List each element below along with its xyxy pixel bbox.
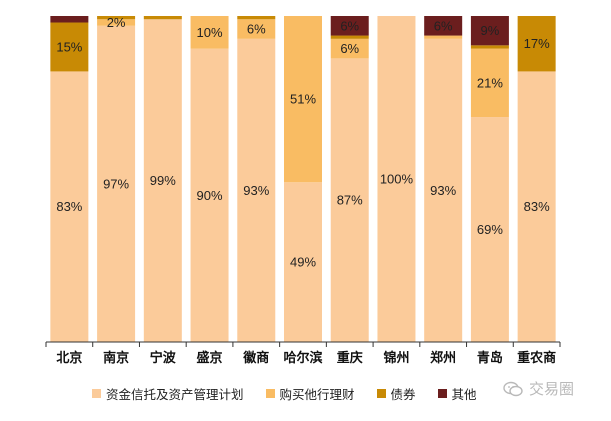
legend-item: 资金信托及资产管理计划 bbox=[92, 384, 244, 403]
segment-value-label: 83% bbox=[524, 199, 550, 214]
bar-segment bbox=[330, 16, 369, 36]
bar-segment bbox=[143, 19, 182, 342]
legend-item: 购买他行理财 bbox=[265, 384, 355, 403]
segment-value-label: 51% bbox=[290, 92, 316, 107]
segment-value-label: 15% bbox=[56, 39, 82, 54]
legend-swatch bbox=[92, 388, 101, 398]
bar-segment bbox=[50, 71, 89, 343]
bar-segment bbox=[470, 48, 509, 118]
segment-value-label: 87% bbox=[337, 193, 363, 208]
segment-value-label: 49% bbox=[290, 255, 316, 270]
bar-segment bbox=[190, 16, 229, 49]
segment-value-label: 6% bbox=[434, 18, 453, 33]
segment-value-label: 93% bbox=[430, 183, 456, 198]
segment-value-label: 10% bbox=[197, 25, 223, 40]
category-label: 徽商 bbox=[242, 350, 269, 366]
segment-value-label: 83% bbox=[56, 199, 82, 214]
segment-value-label: 6% bbox=[247, 22, 266, 37]
category-label: 盛京 bbox=[197, 350, 223, 366]
category-label: 南京 bbox=[103, 350, 129, 366]
segment-value-label: 2% bbox=[107, 15, 126, 30]
wechat-logo-icon bbox=[503, 381, 523, 396]
watermark-text: 交易圈 bbox=[529, 380, 575, 398]
category-label: 青岛 bbox=[477, 350, 503, 366]
bar-segment bbox=[424, 16, 463, 36]
legend-item: 其他 bbox=[437, 384, 477, 403]
category-label: 哈尔滨 bbox=[283, 350, 322, 366]
segment-value-label: 99% bbox=[150, 173, 176, 188]
bar-segment bbox=[97, 25, 136, 343]
bar-segment bbox=[97, 19, 136, 26]
segment-value-label: 100% bbox=[380, 172, 414, 187]
category-label: 锦州 bbox=[383, 350, 409, 366]
bar-segment bbox=[97, 16, 136, 20]
category-label: 北京 bbox=[56, 350, 82, 366]
segment-value-label: 90% bbox=[197, 188, 223, 203]
legend-swatch bbox=[265, 388, 275, 398]
bar-segment bbox=[377, 16, 416, 342]
bars-group bbox=[50, 16, 556, 343]
bar-segment bbox=[517, 71, 556, 343]
bar-segment bbox=[470, 117, 509, 342]
category-labels-group: 北京 南京 宁波 盛京 徽商 哈尔滨 重庆 锦州 郑州 青岛 重农商 bbox=[56, 350, 556, 366]
segment-value-label: 6% bbox=[340, 41, 359, 56]
segment-value-label: 9% bbox=[481, 23, 500, 38]
watermark: 交易圈 bbox=[503, 378, 574, 399]
bar-segment bbox=[50, 22, 89, 72]
bar-segment bbox=[237, 19, 276, 39]
bar-segment bbox=[50, 16, 89, 23]
legend-label: 其他 bbox=[451, 386, 477, 402]
legend-label: 购买他行理财 bbox=[279, 386, 355, 402]
segment-value-label: 69% bbox=[477, 222, 503, 237]
bar-segment bbox=[517, 16, 556, 72]
bar-segment bbox=[330, 38, 369, 59]
segment-labels-group: 83% 15% 97% 2% 99% 90% 10% 93% 6% 49% 51% 87% 6% 6% 10… bbox=[56, 15, 550, 270]
bar-segment bbox=[284, 16, 322, 183]
bar-segment bbox=[143, 16, 182, 20]
segment-value-label: 93% bbox=[243, 183, 269, 198]
legend-swatch bbox=[376, 388, 386, 398]
bar-segment bbox=[284, 182, 322, 342]
legend-swatch bbox=[437, 388, 447, 398]
bar-segment bbox=[190, 48, 229, 342]
category-label: 郑州 bbox=[430, 350, 456, 366]
segment-value-label: 6% bbox=[340, 18, 359, 33]
category-label: 重庆 bbox=[337, 350, 363, 366]
bar-segment bbox=[237, 38, 276, 342]
bar-segment bbox=[237, 16, 276, 20]
legend: 资金信托及资产管理计划 购买他行理财 债券 其他 bbox=[92, 382, 499, 404]
segment-value-label: 97% bbox=[103, 176, 129, 191]
bar-segment bbox=[330, 58, 369, 342]
legend-item: 债券 bbox=[376, 384, 416, 403]
bar-segment bbox=[424, 38, 463, 342]
bar-segment bbox=[424, 35, 463, 39]
segment-value-label: 21% bbox=[477, 75, 503, 90]
category-label: 宁波 bbox=[150, 350, 177, 366]
bar-segment bbox=[470, 16, 509, 46]
category-label: 重农商 bbox=[517, 350, 556, 366]
legend-label: 债券 bbox=[390, 386, 416, 402]
legend-label: 资金信托及资产管理计划 bbox=[106, 386, 244, 402]
bar-segment bbox=[470, 45, 509, 49]
bar-segment bbox=[330, 35, 369, 39]
segment-value-label: 17% bbox=[524, 36, 550, 51]
x-axis-ticks bbox=[45, 342, 561, 347]
